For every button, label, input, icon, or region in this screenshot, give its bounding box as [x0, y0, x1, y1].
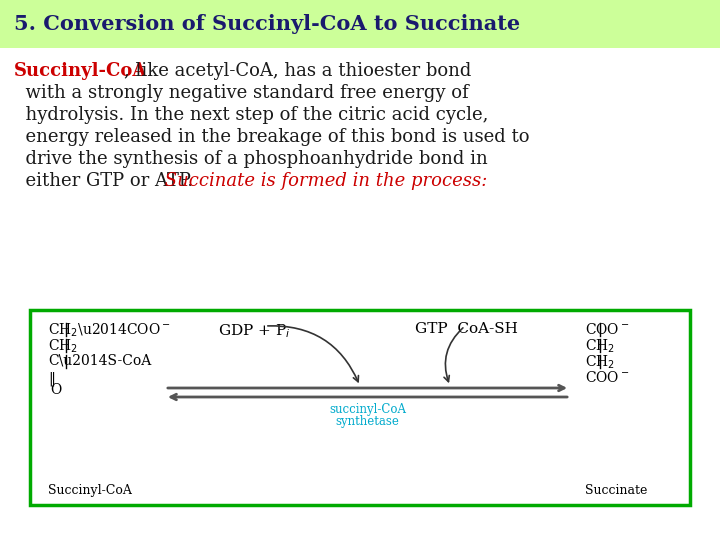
Text: COO$^-$: COO$^-$	[585, 322, 629, 337]
Text: Succinyl-CoA: Succinyl-CoA	[14, 62, 148, 80]
Text: COO$^-$: COO$^-$	[585, 370, 629, 385]
Text: either GTP or ATP.: either GTP or ATP.	[14, 172, 193, 190]
Text: CH$_2$\u2014COO$^-$: CH$_2$\u2014COO$^-$	[48, 322, 171, 340]
Text: energy released in the breakage of this bond is used to: energy released in the breakage of this …	[14, 128, 529, 146]
Text: Succinyl-CoA: Succinyl-CoA	[48, 484, 132, 497]
Text: O: O	[50, 383, 61, 397]
Text: GDP + P$_i$: GDP + P$_i$	[218, 322, 290, 340]
Text: 5. Conversion of Succinyl-CoA to Succinate: 5. Conversion of Succinyl-CoA to Succina…	[14, 14, 520, 34]
Text: synthetase: synthetase	[336, 415, 400, 428]
Text: drive the synthesis of a phosphoanhydride bond in: drive the synthesis of a phosphoanhydrid…	[14, 150, 487, 168]
Text: , like acetyl-CoA, has a thioester bond: , like acetyl-CoA, has a thioester bond	[124, 62, 472, 80]
Text: CH$_2$: CH$_2$	[585, 354, 615, 372]
Text: CH$_2$: CH$_2$	[48, 338, 78, 355]
Text: succinyl-CoA: succinyl-CoA	[329, 403, 406, 416]
Text: CH$_2$: CH$_2$	[585, 338, 615, 355]
Bar	[30, 310, 690, 505]
Text: Succinate is formed in the process:: Succinate is formed in the process:	[159, 172, 487, 190]
Text: with a strongly negative standard free energy of: with a strongly negative standard free e…	[14, 84, 469, 102]
Text: C\u2014S-CoA: C\u2014S-CoA	[48, 354, 151, 368]
Text: hydrolysis. In the next step of the citric acid cycle,: hydrolysis. In the next step of the citr…	[14, 106, 488, 124]
Text: GTP  CoA-SH: GTP CoA-SH	[415, 322, 518, 336]
Text: Succinate: Succinate	[585, 484, 647, 497]
Text: $\|$: $\|$	[48, 370, 55, 388]
Bar	[0, 0, 720, 48]
